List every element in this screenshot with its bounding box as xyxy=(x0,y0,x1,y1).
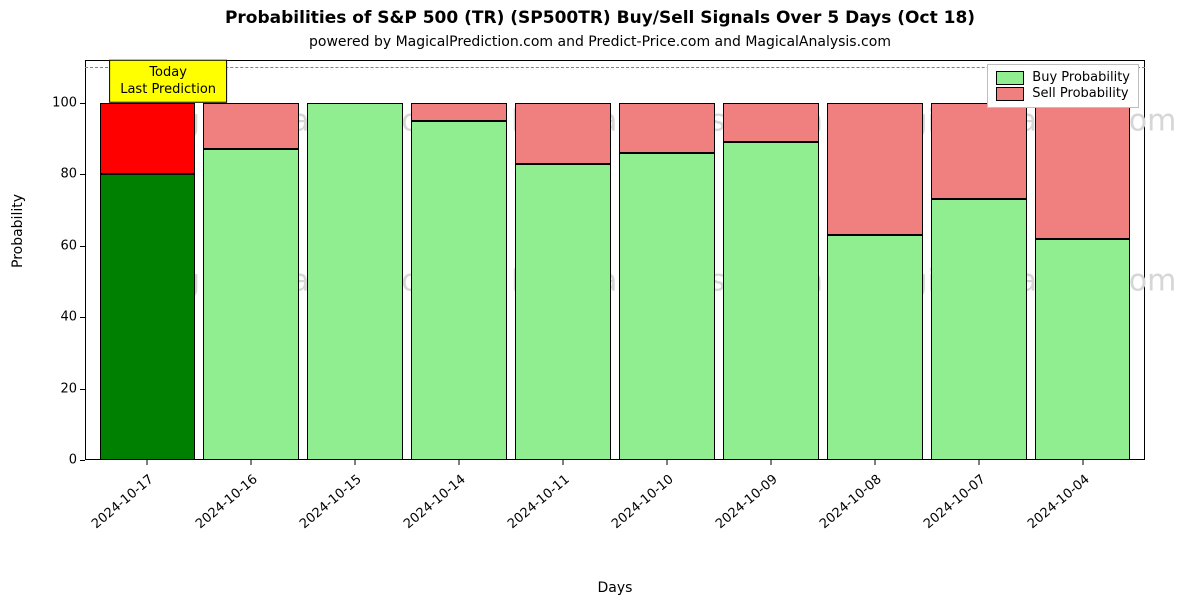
xtick-label: 2024-10-17 xyxy=(89,472,157,532)
today-annotation: TodayLast Prediction xyxy=(109,60,227,103)
xtick-mark xyxy=(978,460,979,465)
chart-title: Probabilities of S&P 500 (TR) (SP500TR) … xyxy=(0,8,1200,28)
xtick-label: 2024-10-08 xyxy=(817,472,885,532)
sell-bar xyxy=(203,103,299,149)
sell-bar xyxy=(827,103,923,235)
ytick-label: 0 xyxy=(69,453,85,468)
legend-label: Buy Probability xyxy=(1032,70,1130,85)
legend-swatch xyxy=(996,71,1024,85)
chart-subtitle: powered by MagicalPrediction.com and Pre… xyxy=(0,34,1200,50)
xtick-label: 2024-10-10 xyxy=(609,472,677,532)
sell-bar xyxy=(515,103,611,164)
sell-bar xyxy=(1035,103,1131,239)
xtick-label: 2024-10-09 xyxy=(713,472,781,532)
y-axis-label: Probability xyxy=(10,248,26,268)
ytick-label: 20 xyxy=(60,381,85,396)
xtick-mark xyxy=(1082,460,1083,465)
buy-bar xyxy=(411,121,507,460)
today-annotation-line: Today xyxy=(120,65,216,81)
ytick-label: 40 xyxy=(60,310,85,325)
sell-bar xyxy=(100,103,196,174)
plot-area: MagicalAnalysis.comMagicalAnalysis.comMa… xyxy=(85,60,1145,460)
xtick-mark xyxy=(459,460,460,465)
xtick-label: 2024-10-16 xyxy=(193,472,261,532)
today-annotation-line: Last Prediction xyxy=(120,81,216,97)
buy-bar xyxy=(100,174,196,460)
xtick-label: 2024-10-15 xyxy=(297,472,365,532)
xtick-mark xyxy=(355,460,356,465)
sell-bar xyxy=(723,103,819,142)
buy-bar xyxy=(723,142,819,460)
xtick-mark xyxy=(251,460,252,465)
xtick-mark xyxy=(666,460,667,465)
buy-bar xyxy=(619,153,715,460)
legend-label: Sell Probability xyxy=(1032,86,1128,101)
sell-bar xyxy=(411,103,507,121)
buy-bar xyxy=(515,164,611,460)
xtick-label: 2024-10-11 xyxy=(505,472,573,532)
ytick-label: 60 xyxy=(60,238,85,253)
buy-bar xyxy=(931,199,1027,460)
ytick-label: 80 xyxy=(60,167,85,182)
xtick-label: 2024-10-07 xyxy=(921,472,989,532)
legend-item: Buy Probability xyxy=(996,70,1130,85)
buy-bar xyxy=(827,235,923,460)
xtick-mark xyxy=(874,460,875,465)
sell-bar xyxy=(619,103,715,153)
buy-bar xyxy=(1035,239,1131,460)
reference-line xyxy=(85,67,1145,68)
ytick-label: 100 xyxy=(52,95,85,110)
x-axis-label: Days xyxy=(85,580,1145,596)
chart-figure: Probabilities of S&P 500 (TR) (SP500TR) … xyxy=(0,0,1200,600)
xtick-mark xyxy=(770,460,771,465)
legend-item: Sell Probability xyxy=(996,86,1130,101)
xtick-label: 2024-10-04 xyxy=(1025,472,1093,532)
sell-bar xyxy=(931,103,1027,199)
xtick-mark xyxy=(563,460,564,465)
xtick-label: 2024-10-14 xyxy=(401,472,469,532)
legend-swatch xyxy=(996,87,1024,101)
legend: Buy ProbabilitySell Probability xyxy=(987,64,1139,108)
buy-bar xyxy=(203,149,299,460)
buy-bar xyxy=(307,103,403,460)
xtick-mark xyxy=(147,460,148,465)
